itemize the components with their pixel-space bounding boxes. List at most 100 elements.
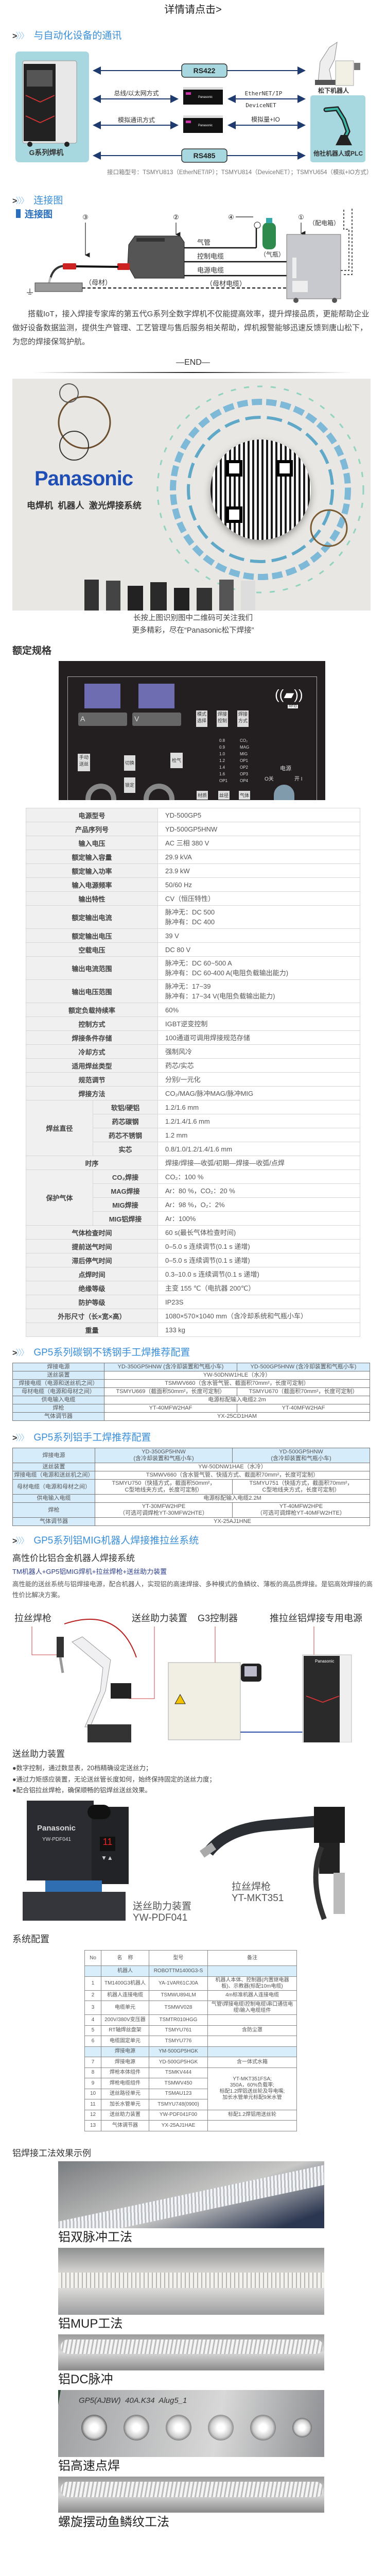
spec-value: 分别/一元化	[157, 1072, 360, 1087]
config-row: 焊接电源 YD-350GP5HNW (含冷却装置和气瓶小车) YD-500GP5HN…	[12, 1448, 370, 1463]
gas-button[interactable]: 气体	[239, 791, 251, 800]
wire-dia-option: 1.2	[219, 758, 225, 763]
material-button[interactable]: 材质	[197, 791, 208, 800]
cell-name: 送丝助力装置	[101, 2109, 149, 2121]
cell-model: YX-25AJ1HAE	[149, 2120, 208, 2131]
config-cell: 电源标配输入电缆2.2M	[95, 1494, 370, 1503]
steel-config-table: 焊接电源 YD-350GP5HNW (含冷却装置和气瓶小车) YD-500GP5HN…	[12, 1363, 370, 1421]
spec-label: 额定输出电流	[26, 905, 158, 929]
cell-no: 8	[84, 2067, 101, 2078]
cell-model: YW-PDF041F00	[149, 2109, 208, 2121]
spec-sublabel: MAG焊接	[93, 1183, 158, 1198]
mode-select-button[interactable]: 模式选择	[196, 710, 207, 727]
weld-control-button[interactable]: 焊接控制	[217, 710, 228, 727]
spec-row: 滞后停气时间 0–5.0 s 连续调节(0.1 s 递增)	[26, 1253, 360, 1267]
section-heading-robot-system: >〉〉〉 GP5系列铝MIG机器人焊接推拉丝系统	[12, 1533, 199, 1547]
spec-label: 电源型号	[26, 808, 158, 822]
current-knob[interactable]	[85, 784, 116, 800]
spec-row: 冷却方式 强制风冷	[26, 1044, 360, 1059]
weld-caption: 铝双脉冲工法	[58, 2230, 132, 2244]
spec-value: AC 三相 380 V	[157, 836, 360, 850]
cell-no: 13	[84, 2120, 101, 2131]
wire-dia-button[interactable]: 丝径	[218, 791, 230, 800]
spec-row: 气体检查时间 60 s(最长气体检查时间)	[26, 1225, 360, 1240]
manual-feed-button[interactable]: 手动送丝	[78, 754, 90, 771]
intro-paragraph: 搭载IoT，接入焊接专家库的第五代G系列全数字焊机不仅能提高效率，提升焊接品质，…	[12, 310, 370, 346]
spec-value: CO₂/MAG/脉冲MAG/脉冲MIG	[157, 1086, 360, 1100]
caption-line: 更多精彩，尽在“Panasonic松下焊接”	[132, 626, 254, 635]
wire-dia-option: 1.6	[219, 772, 225, 776]
table-row: 7 焊接电源 YD-500GP5HGK 含一体式水箱	[84, 2057, 297, 2068]
detail-link[interactable]: 详情请点击>	[164, 4, 222, 15]
spec-label: 输入电源频率	[26, 877, 158, 892]
gas-list: CO₂ MAG MIG OP1 OP2 OP3 OP4	[240, 737, 249, 784]
section-heading-connection: >〉〉〉 连接图	[12, 193, 63, 207]
spec-value: CV（恒压特性）	[157, 891, 360, 906]
table-row: 10 送丝路径单元 TSMAU123	[84, 2088, 297, 2099]
spec-value: YD-500GP5HNW	[157, 822, 360, 836]
banner-caption: 长按上图识别图中二维码可关注我们 更多精彩，尽在“Panasonic松下焊接”	[0, 612, 386, 637]
config-cell: TSMWV660（含水管气管、截面积70mm²，长度可定制）	[104, 1379, 370, 1388]
heading-text: 连接图	[33, 195, 63, 206]
section-heading-alu-config: >〉〉〉 GP5系列铝手工焊推荐配置	[12, 1430, 151, 1444]
rs422-box	[181, 63, 227, 78]
control-panel-image: A V 模式选择 焊接控制 焊接方式 ((▰)) RFID 手动送丝 切换 检气…	[59, 661, 325, 800]
cell-name: 机器人	[101, 1965, 149, 1977]
spec-row: 药芯碳钢 1.2/1.4/1.6 mm	[26, 1114, 360, 1128]
robot-system-title: 高性价比铝合金机器人焊接系统	[12, 1553, 135, 1563]
cell-no: 4	[84, 2014, 101, 2026]
weld-method-button[interactable]: 焊接方式	[237, 710, 249, 727]
spec-value: 60 s(最长气体检查时间)	[157, 1225, 360, 1240]
config-cell: YD-350GP5HNW (含冷却装置和气瓶小车)	[104, 1363, 237, 1371]
spec-label: 输出电流范围	[26, 956, 158, 980]
gas-check-button[interactable]: 检气	[170, 753, 183, 768]
interface-box-2: Panasonic	[183, 115, 223, 133]
table-row: 13 气体调节器 YX-25AJ1HAE	[84, 2120, 297, 2131]
spec-value: DC 80 V	[157, 942, 360, 957]
spec-table: 电源型号 YD-500GP5 产品序列号 YD-500GP5HNW 输入电压 AC 三相 …	[26, 808, 360, 1337]
spec-heading: 额定规格	[12, 646, 52, 656]
spec-value: 强制风冷	[157, 1044, 360, 1059]
column-header: 名 称	[101, 1950, 149, 1966]
other-robot-icon	[323, 106, 352, 145]
spec-label: 外形尺寸（长×宽×高）	[26, 1309, 158, 1323]
power-switch[interactable]	[274, 785, 294, 800]
spec-value: YD-500GP5	[157, 808, 360, 822]
power-cable-label: 电源电缆	[197, 266, 224, 274]
cell-model: TSMTR010HGG	[149, 2014, 208, 2026]
interface-box-1: Panasonic	[183, 87, 223, 105]
config-row: 气体调节器 YX-25CD1HAM	[12, 1412, 370, 1421]
lock-button[interactable]: 锁定	[124, 777, 135, 793]
spec-label: 防护等级	[26, 1295, 158, 1309]
spec-value: 主变 155 ℃（电抗器 200℃）	[157, 1281, 360, 1295]
switch-button[interactable]: 切换	[124, 755, 135, 771]
spec-value: 50/60 Hz	[157, 877, 360, 892]
config-label: 焊接电源	[12, 1448, 95, 1463]
chevrons-icon: >〉〉〉	[12, 1536, 29, 1546]
panasonic-logo: Panasonic	[34, 467, 133, 490]
amp-label: A	[78, 713, 127, 726]
voltage-knob[interactable]	[144, 784, 174, 800]
config-row: 供电输入电缆 电源标配输入电缆2.2m	[12, 1396, 370, 1404]
weld-sample-image-5	[58, 2477, 324, 2513]
table-row: 4 200V/380V变压器 TSMTR010HGG	[84, 2014, 297, 2026]
cell-name: 焊枪电缆组件	[101, 2078, 149, 2089]
bullet-item: ●数字控制，通过数显表，20档精确设定送丝力；	[12, 1765, 152, 1772]
spec-row: 焊丝直径 软铝/硬铝 1.2/1.6 mm	[26, 1100, 360, 1156]
spec-value: 脉冲无：DC 500 脉冲有：DC 400	[157, 905, 360, 929]
weld-caption: 铝高速点焊	[58, 2459, 120, 2473]
cell-name: 焊枪本体组件	[101, 2067, 149, 2078]
qr-code[interactable]	[210, 439, 311, 540]
cell-name: 焊接电源	[101, 2046, 149, 2057]
end-mark: —END—	[176, 358, 210, 367]
table-row: 5 RT轴焊丝盘架 TSMYU761 含防尘罩	[84, 2025, 297, 2036]
welder-label: G系列焊机	[29, 148, 64, 157]
welder-machine-image	[22, 60, 77, 147]
gas-option: MAG	[240, 745, 250, 750]
torch-image	[48, 263, 130, 284]
spec-value: 39 V	[157, 928, 360, 943]
cell-name: 机器人连接电缆	[101, 1990, 149, 2001]
rfid-icon: ((▰))	[275, 687, 303, 702]
gas-option: OP2	[240, 765, 249, 770]
config-row: 送丝装置 YW-50DNW1HLE（水冷）	[12, 1371, 370, 1380]
